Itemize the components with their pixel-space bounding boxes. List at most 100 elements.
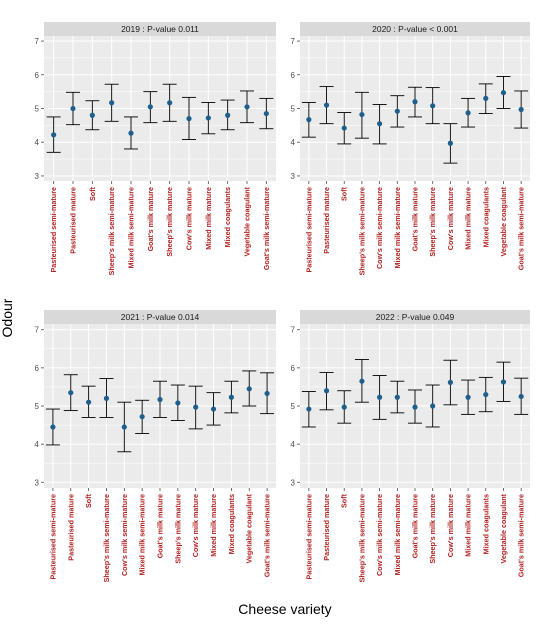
mean-point — [377, 394, 383, 400]
mean-point — [518, 106, 524, 113]
mean-point — [394, 108, 400, 114]
x-tick-label: Pasteurised mature — [322, 494, 331, 561]
mean-point — [51, 132, 57, 138]
y-tick-label: 6 — [35, 364, 40, 373]
x-tick-label: Pasteurised mature — [69, 187, 78, 254]
x-tick-label: Sheep's milk semi-mature — [357, 187, 366, 275]
mean-point — [205, 115, 211, 121]
mean-point — [500, 379, 507, 385]
mean-point — [447, 379, 453, 385]
x-tick-label: Mixed milk mature — [464, 187, 473, 250]
y-tick-label: 5 — [291, 402, 296, 411]
mean-point — [103, 395, 110, 401]
y-tick-label: 5 — [35, 105, 40, 114]
mean-point — [323, 388, 330, 394]
mean-point — [89, 112, 95, 118]
x-tick-label: Pasteurised mature — [66, 494, 75, 561]
mean-point — [68, 390, 74, 396]
y-tick-label: 7 — [35, 326, 40, 335]
x-tick-label: Goat's milk semi-mature — [262, 187, 271, 270]
mean-point — [86, 399, 92, 405]
x-tick-label: Pasteurised semi-mature — [304, 187, 313, 273]
x-tick-label: Sheep's milk semi-mature — [107, 187, 116, 275]
x-tick-label: Mixed coagulants — [223, 187, 232, 247]
x-tick-label: Goat's milk semi-mature — [517, 494, 526, 577]
x-tick-label: Pasteurised mature — [322, 187, 331, 254]
x-tick-label: Pasteurised semi-mature — [304, 494, 313, 580]
mean-point — [210, 406, 217, 412]
y-tick-label: 3 — [35, 172, 40, 181]
mean-point — [465, 110, 471, 116]
panel-strip — [44, 22, 276, 36]
mean-point — [121, 424, 127, 430]
mean-point — [228, 394, 234, 400]
mean-point — [70, 105, 76, 112]
x-tick-label: Soft — [88, 186, 97, 201]
x-tick-label: Cow's milk semi-mature — [375, 187, 384, 269]
mean-point — [109, 100, 115, 106]
panel-strip — [300, 22, 530, 36]
x-tick-label: Mixed coagulants — [481, 494, 490, 554]
mean-point — [500, 90, 507, 96]
x-tick-label: Mixed milk mature — [204, 187, 213, 250]
panel-title: 2020 : P-value < 0.001 — [372, 24, 458, 34]
y-tick-label: 3 — [35, 478, 40, 487]
mean-point — [175, 400, 181, 406]
mean-point — [430, 103, 436, 109]
y-axis-title: Odour — [0, 298, 15, 337]
mean-point — [394, 394, 400, 400]
x-tick-label: Mixed milk semi-mature — [127, 187, 136, 269]
mean-point — [157, 396, 163, 403]
mean-point — [264, 390, 270, 397]
mean-point — [483, 391, 489, 398]
x-tick-label: Vegetable coagulant — [499, 493, 508, 563]
mean-point — [412, 99, 418, 105]
panel-2: 2020 : P-value < 0.001 3 4 5 6 7 Pasteurised s… — [291, 22, 530, 275]
mean-point — [359, 378, 365, 384]
x-tick-label: Mixed coagulants — [481, 187, 490, 247]
x-tick-label: Mixed milk semi-mature — [138, 494, 147, 576]
mean-point — [359, 111, 365, 118]
x-tick-label: Pasteurised semi-mature — [49, 187, 58, 273]
x-tick-label: Goat's milk semi-mature — [517, 187, 526, 270]
x-tick-label: Cow's milk semi-mature — [375, 494, 384, 576]
mean-point — [244, 104, 250, 110]
x-tick-label: Mixed milk mature — [464, 494, 473, 557]
x-tick-label: Soft — [84, 493, 93, 508]
x-tick-label: Vegetable coagulant — [243, 186, 252, 256]
mean-point — [139, 414, 145, 420]
x-tick-label: Cow's milk mature — [446, 494, 455, 557]
mean-point — [412, 404, 418, 410]
mean-point — [128, 130, 134, 136]
mean-point — [147, 104, 153, 110]
x-tick-label: Cow's milk mature — [446, 187, 455, 250]
x-tick-label: Pasteurised semi-mature — [48, 494, 57, 580]
panel-strip — [44, 310, 276, 324]
mean-point — [193, 404, 199, 410]
y-tick-label: 6 — [35, 71, 40, 80]
panel-4: 2022 : P-value 0.049 3 4 5 6 7 Pasteurised sem… — [291, 310, 530, 582]
y-tick-label: 6 — [291, 364, 296, 373]
x-axis-title: Cheese variety — [238, 601, 331, 617]
y-tick-label: 4 — [291, 440, 296, 449]
x-tick-label: Vegetable coagulant — [245, 493, 254, 563]
mean-point — [430, 403, 436, 409]
y-tick-label: 7 — [35, 37, 40, 46]
x-tick-label: Mixed coagulants — [227, 494, 236, 554]
x-tick-label: Sheep's milk mature — [428, 494, 437, 564]
x-tick-label: Mixed milk semi-mature — [393, 187, 402, 269]
x-tick-label: Sheep's milk mature — [173, 494, 182, 564]
mean-point — [306, 406, 312, 412]
mean-point — [465, 394, 471, 400]
x-tick-label: Cow's milk mature — [185, 187, 194, 250]
mean-point — [377, 121, 383, 127]
x-tick-label: Sheep's milk mature — [165, 187, 174, 257]
mean-point — [263, 110, 269, 117]
mean-point — [246, 386, 252, 392]
mean-point — [447, 140, 453, 146]
x-tick-label: Soft — [340, 493, 349, 508]
panel-title: 2021 : P-value 0.014 — [121, 312, 200, 322]
x-tick-label: Sheep's milk mature — [428, 187, 437, 257]
mean-point — [518, 393, 524, 400]
